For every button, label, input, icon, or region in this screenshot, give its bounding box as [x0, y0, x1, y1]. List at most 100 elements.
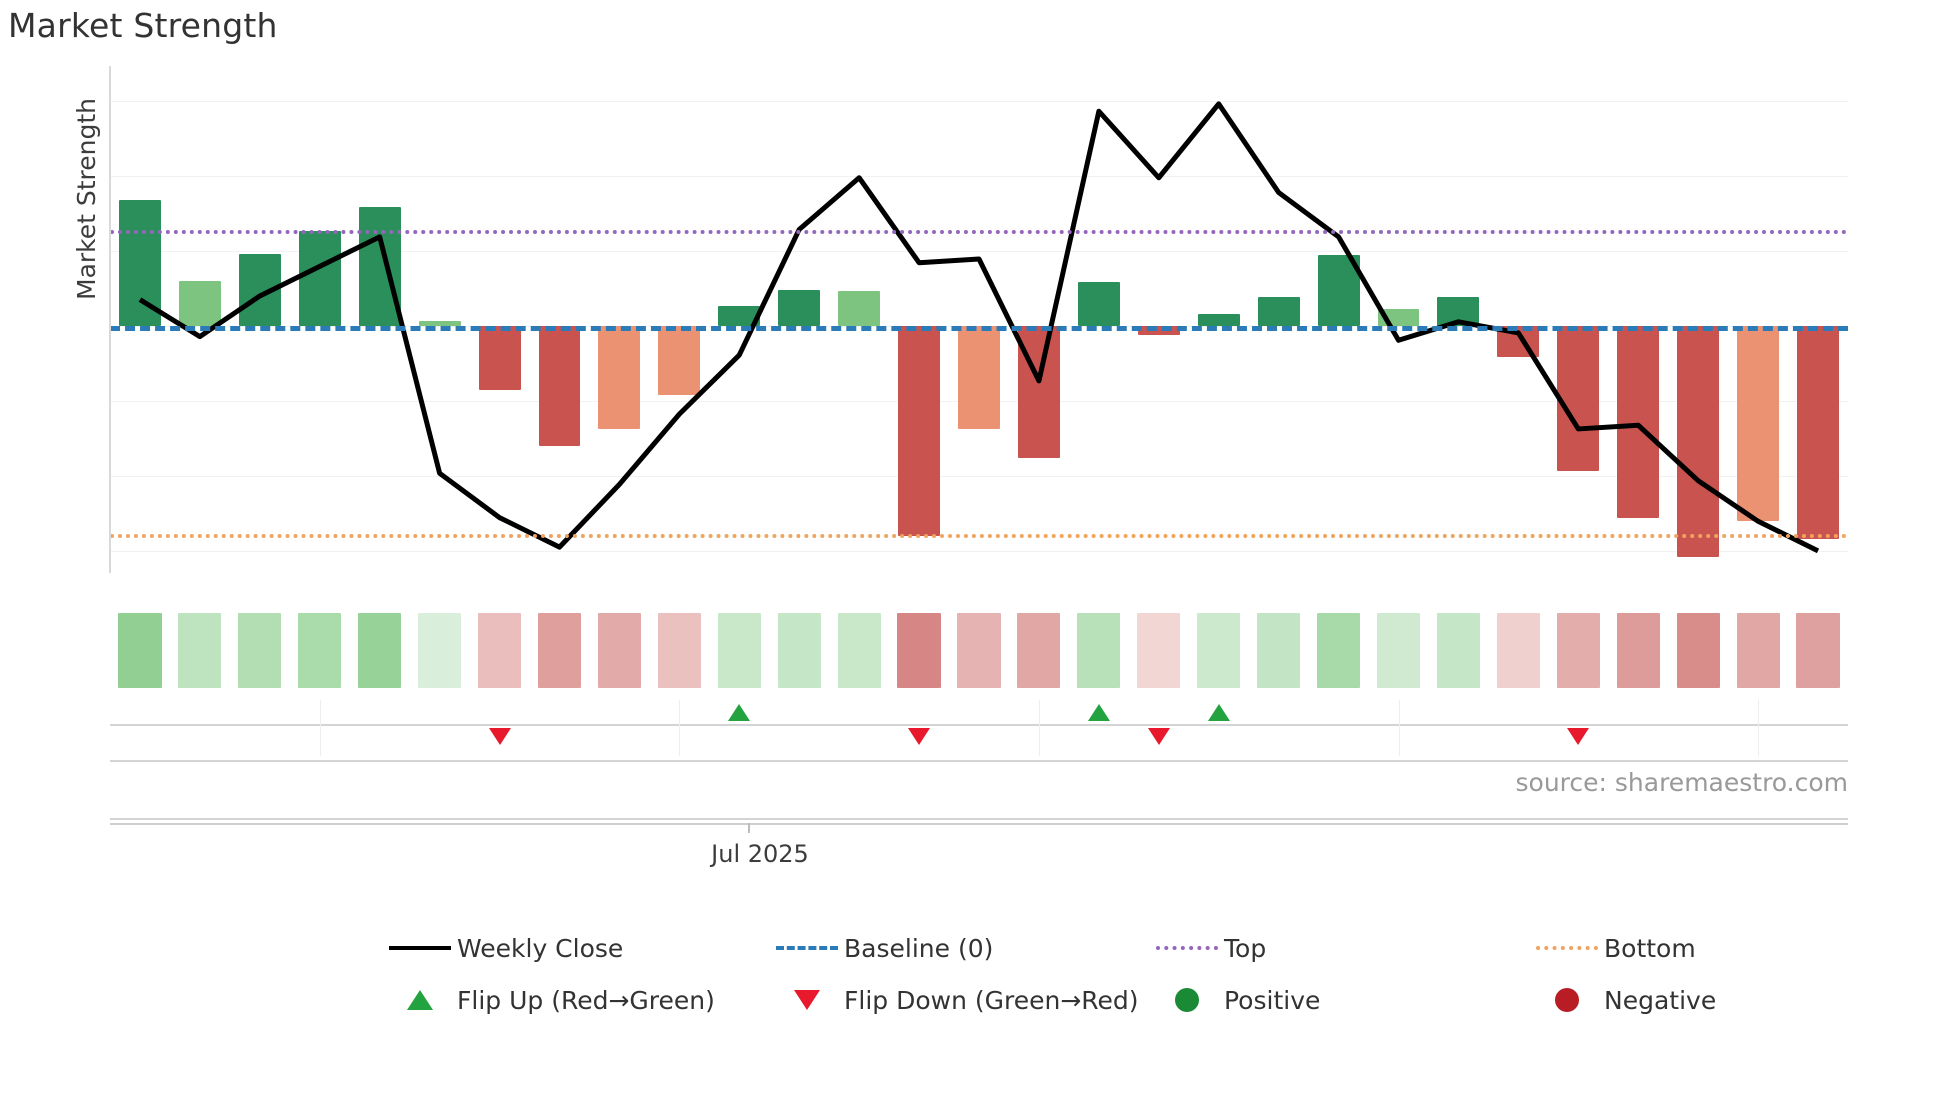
bar-negative: [538, 325, 581, 446]
flip-up-marker-icon: [1087, 704, 1110, 721]
line-dotted-purple-icon: [1156, 946, 1218, 950]
gridline: [110, 250, 1848, 252]
heatmap-cell: [1017, 613, 1061, 688]
legend-label: Baseline (0): [844, 933, 994, 963]
bar-positive: [1197, 313, 1240, 326]
legend-key: [1150, 946, 1224, 950]
bar-positive: [178, 280, 221, 326]
legend-item: Positive: [1150, 974, 1320, 1026]
x-axis-tick-label: Jul 2025: [711, 840, 809, 868]
legend-item: Flip Down (Green→Red): [770, 974, 1139, 1026]
bar-negative: [1557, 325, 1600, 471]
heatmap-cell: [298, 613, 342, 688]
circle-red-icon: [1555, 988, 1579, 1012]
gridline: [110, 100, 1848, 102]
bar-negative: [658, 325, 701, 395]
legend-key: [383, 946, 457, 950]
heatmap-cell: [238, 613, 282, 688]
heatmap-cell: [1137, 613, 1181, 688]
flip-band-vtick: [319, 700, 321, 756]
heatmap-cell: [1376, 613, 1421, 688]
line-dotted-orange-icon: [1536, 946, 1598, 950]
legend-label: Flip Up (Red→Green): [457, 985, 715, 1015]
flip-down-marker-icon: [908, 728, 931, 745]
legend-label: Bottom: [1604, 933, 1696, 963]
legend-key: [770, 946, 844, 950]
legend-label: Top: [1224, 933, 1267, 963]
heatmap-cell: [1197, 613, 1241, 688]
heatmap-cell: [1676, 613, 1720, 688]
triangle-up-green-icon: [407, 990, 433, 1010]
source-note: source: sharemaestro.com: [1515, 768, 1849, 797]
heatmap-cell: [597, 613, 641, 688]
bar-positive: [1077, 282, 1120, 326]
threshold-line: [110, 229, 1848, 234]
legend-label: Flip Down (Green→Red): [844, 985, 1139, 1015]
heatmap-cell: [1317, 613, 1361, 688]
flip-band-vtick: [679, 700, 681, 756]
gridline: [110, 175, 1848, 177]
bar-positive: [118, 199, 161, 326]
page-title: Market Strength: [8, 6, 278, 45]
legend-label: Weekly Close: [457, 933, 624, 963]
flip-marker-band: [110, 700, 1848, 760]
threshold-line: [110, 534, 1848, 538]
bar-positive: [298, 231, 341, 326]
legend-key: [1150, 988, 1224, 1012]
legend-label: Negative: [1604, 985, 1717, 1015]
bar-positive: [778, 289, 821, 326]
threshold-line: [110, 325, 1848, 331]
bar-negative: [898, 325, 941, 536]
divider-axis-lower: [110, 818, 1848, 820]
heatmap-cell: [1556, 613, 1600, 688]
heatmap-cell: [118, 613, 162, 688]
bar-positive: [838, 291, 881, 326]
heatmap-cell: [777, 613, 821, 688]
legend-row-2: Flip Up (Red→Green) Flip Down (Green→Red)…: [0, 974, 1960, 1026]
heatmap-cell: [717, 613, 761, 688]
flip-up-marker-icon: [728, 704, 751, 721]
heatmap-cell: [1077, 613, 1121, 688]
gridline: [110, 550, 1848, 552]
triangle-down-red-icon: [794, 990, 820, 1010]
flip-band-vtick: [1038, 700, 1040, 756]
x-axis-line: [110, 823, 1848, 825]
close-price-polyline: [138, 101, 1820, 554]
legend-key: [770, 990, 844, 1010]
bar-negative: [958, 325, 1000, 429]
bar-positive: [418, 321, 461, 326]
gridline: [110, 475, 1848, 477]
legend-row-1: Weekly Close Baseline (0) Top Bottom: [0, 922, 1960, 974]
line-solid-black-icon: [389, 946, 451, 950]
bar-negative: [1677, 325, 1720, 557]
heatmap-cell: [537, 613, 582, 688]
flip-band-axis: [110, 724, 1848, 726]
weekly-close-line: [138, 101, 1820, 554]
heatmap-cell: [837, 613, 881, 688]
circle-green-icon: [1175, 988, 1199, 1012]
heatmap-cell: [1436, 613, 1480, 688]
bar-positive: [718, 306, 761, 326]
legend-key: [1530, 946, 1604, 950]
legend-label: Positive: [1224, 985, 1321, 1015]
heatmap-cell: [358, 613, 402, 688]
heatmap-cell: [897, 613, 941, 688]
bar-positive: [1257, 297, 1300, 326]
x-axis-tick-mark: [748, 823, 750, 833]
bar-positive: [1317, 255, 1360, 326]
heatmap-cell: [418, 613, 462, 688]
legend-item: Flip Up (Red→Green): [383, 974, 715, 1026]
flip-up-marker-icon: [1207, 704, 1230, 721]
bar-negative: [478, 325, 521, 390]
flip-band-vtick: [1758, 700, 1760, 756]
legend-item: Baseline (0): [770, 922, 993, 974]
legend-item: Negative: [1530, 974, 1716, 1026]
bar-negative: [1737, 325, 1780, 521]
heatmap-cell: [1257, 613, 1301, 688]
line-dashed-blue-icon: [776, 946, 838, 950]
main-plot-area: 151050−5−10−15 720700680660640620600 Mar…: [72, 66, 1848, 573]
heatmap-cell: [1496, 613, 1540, 688]
heatmap-cell: [1796, 613, 1840, 688]
divider-axis-upper: [110, 760, 1848, 762]
